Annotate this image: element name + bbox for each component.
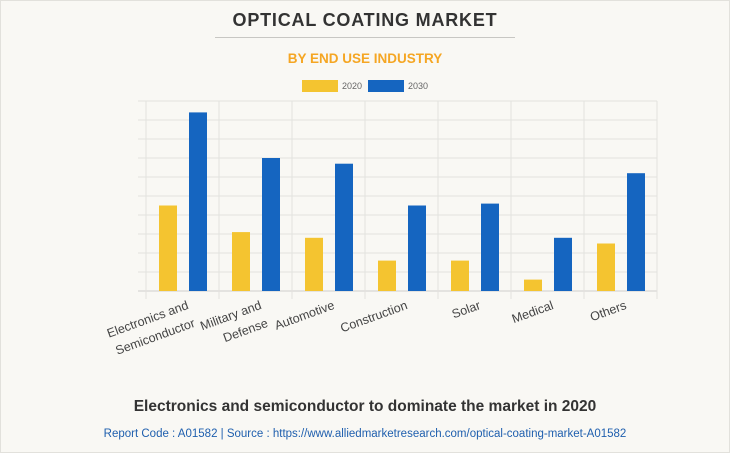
bar-2030-1[interactable] bbox=[189, 112, 207, 292]
bar-2020-7[interactable] bbox=[597, 243, 615, 292]
bar-2020-2[interactable] bbox=[232, 232, 250, 291]
title-divider bbox=[215, 37, 515, 38]
x-tick-label: Automotive bbox=[273, 298, 337, 333]
chart-headline: Electronics and semiconductor to dominat… bbox=[133, 398, 597, 415]
bar-2020-5[interactable] bbox=[451, 260, 469, 291]
gridlines bbox=[138, 100, 658, 299]
bar-2030-7[interactable] bbox=[627, 173, 645, 291]
x-tick-label: Medical bbox=[510, 298, 555, 326]
x-tick-label-line: Construction bbox=[339, 298, 410, 335]
x-tick-label-line: Solar bbox=[450, 298, 482, 321]
bar-2020-3[interactable] bbox=[305, 237, 323, 291]
x-tick-label-line: Others bbox=[588, 298, 628, 324]
x-tick-label-line: Medical bbox=[510, 298, 555, 326]
legend-swatch-2020 bbox=[301, 80, 338, 92]
x-tick-label: Solar bbox=[450, 298, 482, 321]
bar-2020-4[interactable] bbox=[378, 260, 396, 291]
legend-label-2030: 2030 bbox=[408, 81, 429, 91]
x-tick-label: Construction bbox=[339, 298, 410, 335]
x-tick-label: Others bbox=[588, 298, 628, 324]
legend-item-2030[interactable]: 2030 bbox=[368, 80, 428, 92]
legend-label-2020: 2020 bbox=[341, 81, 362, 91]
bar-2030-5[interactable] bbox=[481, 203, 499, 291]
bar-2020-1[interactable] bbox=[159, 205, 177, 292]
bar-2030-3[interactable] bbox=[335, 163, 353, 291]
source-link[interactable]: Report Code : A01582 | Source : https://… bbox=[103, 428, 627, 440]
bar-2030-4[interactable] bbox=[408, 205, 426, 292]
bar-2030-2[interactable] bbox=[262, 158, 280, 291]
x-tick-label-line: Automotive bbox=[273, 298, 337, 333]
legend: 2020 2030 bbox=[0, 80, 730, 92]
chart-subtitle: BY END USE INDUSTRY bbox=[287, 51, 443, 66]
chart-title: OPTICAL COATING MARKET bbox=[232, 10, 498, 30]
legend-item-2020[interactable]: 2020 bbox=[301, 80, 362, 92]
bar-2020-6[interactable] bbox=[524, 279, 542, 291]
bar-2030-6[interactable] bbox=[554, 237, 572, 291]
bars bbox=[159, 112, 645, 292]
legend-swatch-2030 bbox=[368, 80, 404, 92]
